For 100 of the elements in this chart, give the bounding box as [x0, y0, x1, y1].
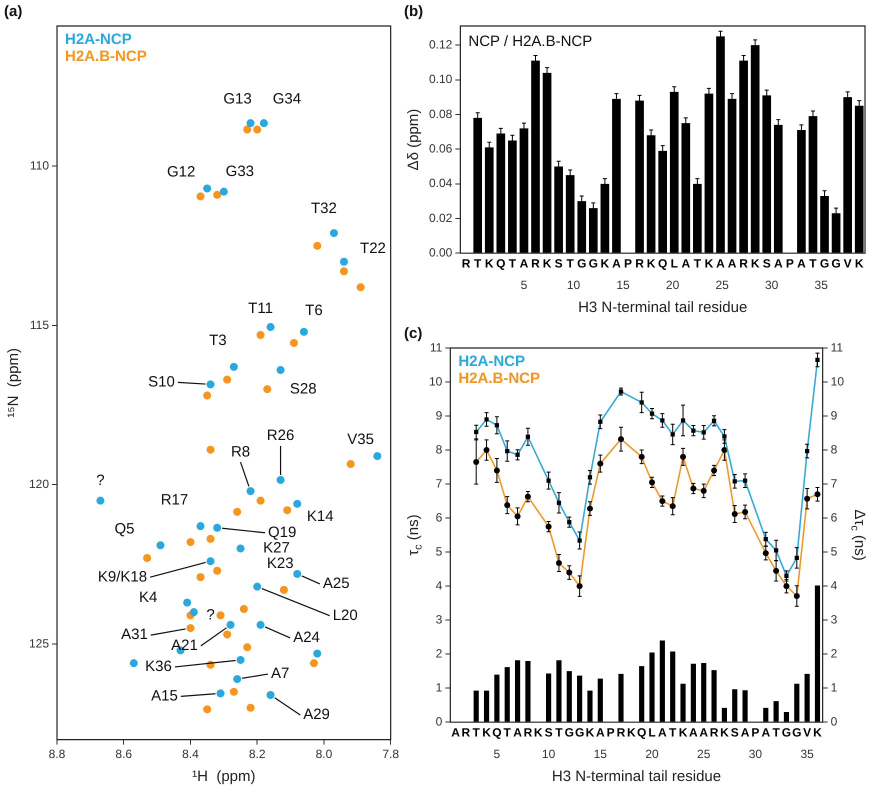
bar — [484, 690, 490, 722]
bar — [670, 651, 676, 722]
x-tick-label: A — [740, 726, 750, 740]
x-tick-label: T — [472, 726, 481, 740]
point — [243, 643, 252, 652]
y-tick-label: 2 — [436, 646, 443, 660]
x-tick-label: G — [820, 256, 830, 271]
x-tick-label: K — [750, 256, 760, 271]
x-tick-label: R — [710, 726, 719, 740]
text: H2A.B-NCP — [65, 48, 147, 66]
annotation: T32 — [311, 200, 337, 218]
x-tick-label: A — [728, 256, 737, 271]
bar — [639, 666, 644, 722]
annotation: A25 — [322, 575, 350, 592]
x-tick-label: T — [508, 256, 517, 271]
annotation: ? — [206, 606, 215, 624]
x-tick-label: V — [844, 256, 852, 271]
bar — [742, 690, 748, 722]
point — [223, 630, 232, 638]
annotation: A31 — [121, 626, 148, 644]
x-tick-label: K — [854, 256, 864, 271]
point — [346, 460, 355, 468]
x2-tick-label: 35 — [814, 278, 828, 292]
x-tick-label: G — [574, 726, 584, 740]
chart-title: (b) — [404, 3, 424, 20]
x-tick-label: K — [600, 256, 610, 271]
point — [276, 366, 285, 374]
x-tick-label: T — [474, 256, 482, 271]
bar — [701, 663, 706, 722]
y-tick-label: 10 — [428, 374, 443, 388]
chart-title: (a) — [4, 3, 22, 20]
x-tick-label: T — [504, 726, 512, 740]
point — [260, 119, 268, 128]
x-tick-label: R — [462, 256, 471, 271]
x-tick-label: K — [586, 726, 595, 740]
y-tick-label: 0.10 — [428, 72, 453, 86]
point — [293, 570, 302, 578]
x-tick-label: Q — [637, 726, 646, 740]
text: H2A-NCP — [65, 31, 132, 48]
x-tick-label: K — [678, 726, 688, 740]
point — [266, 323, 275, 332]
x-tick-label: A — [699, 726, 708, 740]
x-tick-label: 7.8 — [382, 747, 400, 762]
y-tick-label: 120 — [28, 477, 50, 492]
x-tick-label: 8.8 — [48, 747, 66, 762]
annotation: S10 — [148, 374, 175, 391]
y-tick-label: 9 — [436, 408, 443, 422]
point — [256, 331, 265, 340]
point — [313, 242, 322, 250]
x-tick-label: A — [451, 726, 460, 740]
bar — [763, 708, 768, 722]
point — [230, 688, 238, 696]
x-tick-label: R — [524, 726, 533, 740]
x-tick-label: 8.2 — [248, 747, 266, 762]
bar — [660, 640, 665, 722]
y-tick-label: 7 — [436, 476, 443, 490]
annotation: K23 — [266, 554, 294, 572]
x-tick-label: R — [616, 726, 626, 740]
x-tick-label: A — [596, 726, 605, 740]
y-tick-label: 0.04 — [428, 176, 453, 190]
point — [280, 586, 288, 594]
point — [213, 566, 222, 575]
y2-tick-label: 10 — [830, 374, 844, 388]
bar — [546, 674, 552, 722]
point — [143, 554, 152, 562]
x-tick-label: K — [626, 726, 636, 740]
point — [206, 380, 214, 388]
annotation: T11 — [248, 300, 273, 318]
x-tick-label: G — [577, 256, 586, 271]
x-tick-label: A — [797, 256, 806, 271]
annotation: G13 — [223, 90, 252, 108]
annotation: Q19 — [268, 524, 296, 541]
bar — [732, 689, 738, 722]
bar — [525, 660, 530, 722]
point — [203, 184, 212, 192]
point — [283, 506, 292, 514]
point — [203, 705, 212, 714]
annotation: L20 — [332, 606, 358, 624]
x-tick-label: K — [542, 256, 552, 271]
annotation: ? — [96, 472, 105, 489]
point — [300, 328, 308, 336]
bar — [774, 701, 779, 722]
point — [313, 650, 322, 658]
x-tick-label: T — [809, 256, 818, 271]
x-tick-label: A — [658, 726, 668, 740]
bar — [794, 684, 800, 722]
point — [240, 604, 248, 613]
y-tick-label: 0 — [436, 714, 443, 729]
x-tick-label: Q — [658, 256, 668, 271]
point — [206, 446, 214, 454]
x-tick-label: Q — [496, 256, 506, 271]
x2-tick-label: 15 — [616, 278, 630, 292]
y-axis-title: Δδ (ppm) — [405, 108, 422, 170]
x-tick-label: A — [716, 256, 726, 271]
x-tick-label: P — [606, 726, 615, 740]
annotation: K9/K18 — [98, 568, 148, 586]
y2-tick-label: 4 — [830, 578, 838, 592]
y-tick-label: 125 — [28, 636, 50, 650]
point — [233, 508, 242, 516]
y-tick-label: 0.06 — [428, 141, 453, 156]
